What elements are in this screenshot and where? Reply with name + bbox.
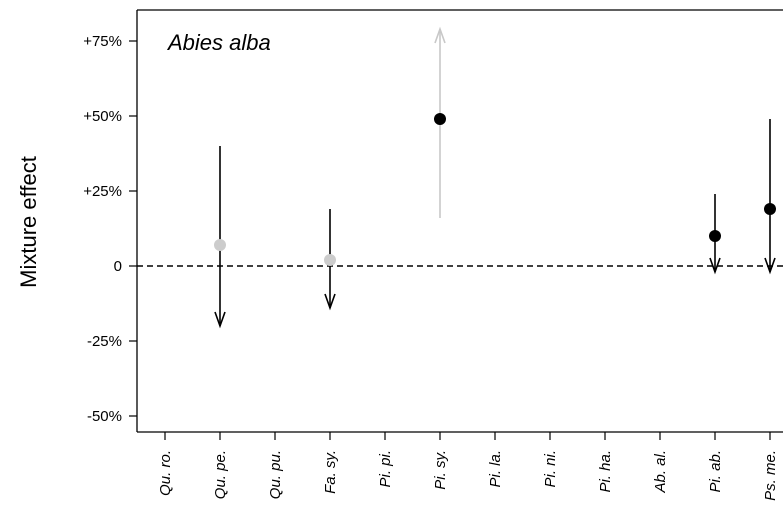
data-series: [214, 26, 776, 329]
x-tick-label: Pi. sy.: [432, 450, 449, 490]
data-point: [709, 230, 721, 242]
y-tick-label: -50%: [87, 408, 122, 425]
y-tick-label: +25%: [83, 183, 122, 200]
data-point: [434, 113, 446, 125]
data-point: [324, 254, 336, 266]
arrow-head: [214, 311, 226, 329]
y-tick-label: +50%: [83, 108, 122, 125]
estimate-pi-ab: [709, 194, 721, 275]
x-tick-label: Qu. ro.: [157, 450, 174, 496]
x-tick-label: Pi. la.: [487, 450, 504, 488]
x-tick-label: Pi. ni.: [542, 450, 559, 488]
estimate-qu-pe: [214, 146, 226, 329]
x-tick-label: Fa. sy.: [322, 450, 339, 494]
x-axis: Qu. ro. Qu. pe. Qu. pu. Fa. sy. Pi. pi. Pi. s…: [157, 432, 779, 501]
plot-frame: [136, 9, 783, 433]
arrow-head: [764, 257, 776, 275]
y-tick-label: +75%: [83, 33, 122, 50]
x-tick-label: Qu. pe.: [212, 450, 229, 499]
estimate-ps-me: [764, 119, 776, 275]
x-tick-label: Ps. me.: [762, 450, 779, 501]
estimate-pi-sy: [434, 26, 446, 218]
data-point: [764, 203, 776, 215]
arrow-head: [434, 26, 446, 44]
chart-title: Abies alba: [166, 30, 271, 55]
y-tick-label: 0: [114, 258, 122, 275]
y-axis: +75% +50% +25% 0 -25% -50%: [83, 33, 137, 425]
x-tick-label: Pi. ha.: [597, 450, 614, 493]
y-axis-label: Mixture effect: [16, 156, 41, 288]
x-tick-label: Qu. pu.: [267, 450, 284, 499]
data-point: [214, 239, 226, 251]
x-tick-label: Ab. al.: [652, 450, 669, 494]
x-tick-label: Pi. pi.: [377, 450, 394, 488]
arrow-head: [324, 293, 336, 311]
x-tick-label: Pi. ab.: [707, 450, 724, 493]
estimate-fa-sy: [324, 209, 336, 311]
y-tick-label: -25%: [87, 333, 122, 350]
arrow-head: [709, 257, 721, 275]
